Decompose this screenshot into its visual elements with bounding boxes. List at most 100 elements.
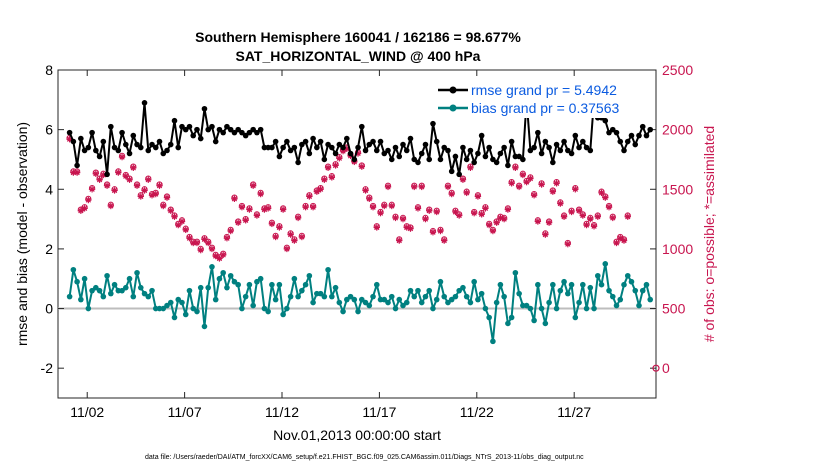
left-y-tick-label: 0 xyxy=(45,301,53,317)
rmse-point xyxy=(276,153,283,160)
rmse-point xyxy=(385,147,391,154)
bias-point xyxy=(66,293,73,300)
obs-assimilated-point xyxy=(257,190,264,198)
obs-assimilated-point xyxy=(96,176,103,183)
legend-bias-marker xyxy=(449,104,457,112)
bias-point xyxy=(291,275,298,282)
obs-assimilated-point xyxy=(583,221,590,229)
bias-point xyxy=(93,284,99,291)
bias-point xyxy=(373,281,380,288)
obs-assimilated-point xyxy=(493,219,500,226)
rmse-point xyxy=(452,153,459,160)
bias-point xyxy=(385,299,391,306)
bias-point xyxy=(531,317,537,324)
rmse-point xyxy=(362,147,369,154)
rmse-point xyxy=(568,150,575,157)
bias-point xyxy=(445,299,451,306)
bias-point xyxy=(272,296,279,303)
bias-point xyxy=(164,302,170,309)
obs-assimilated-point xyxy=(279,206,287,213)
bias-point xyxy=(463,293,470,300)
rmse-point xyxy=(280,144,286,151)
bias-point xyxy=(197,284,204,291)
bias-point xyxy=(512,269,519,276)
rmse-point xyxy=(617,138,624,145)
obs-assimilated-point xyxy=(246,206,253,213)
obs-assimilated-point xyxy=(152,190,159,198)
obs-assimilated-point xyxy=(422,215,429,223)
bias-point xyxy=(317,290,324,297)
rmse-point xyxy=(587,147,594,154)
bias-point xyxy=(407,287,414,294)
bias-point xyxy=(295,293,301,300)
x-tick-label: 11/12 xyxy=(265,404,299,420)
rmse-point xyxy=(89,129,95,136)
bias-series xyxy=(66,261,654,345)
rmse-series xyxy=(66,97,654,178)
bias-point xyxy=(418,299,425,306)
rmse-point xyxy=(557,147,564,154)
rmse-point xyxy=(171,117,178,124)
x-tick-label: 11/22 xyxy=(460,404,494,420)
obs-assimilated-point xyxy=(568,208,575,216)
obs-assimilated-point xyxy=(549,188,557,195)
obs-assimilated-point xyxy=(459,176,467,183)
bias-point xyxy=(557,287,564,294)
bias-point xyxy=(347,293,354,300)
rmse-point xyxy=(235,126,241,133)
rmse-point xyxy=(74,162,80,169)
rmse-point xyxy=(602,117,609,124)
bias-point xyxy=(471,278,477,285)
left-y-axis: -2 0 2 4 6 8 xyxy=(41,62,64,376)
obs-assimilated-point xyxy=(560,213,568,220)
obs-assimilated-point xyxy=(441,237,448,244)
obs-assimilated-point xyxy=(81,205,88,212)
rmse-point xyxy=(220,129,226,136)
bias-point xyxy=(81,275,88,282)
bias-point xyxy=(437,278,444,285)
rmse-point xyxy=(542,138,549,145)
obs-assimilated-point xyxy=(455,212,463,219)
bias-point xyxy=(381,296,388,303)
bias-point xyxy=(171,314,178,321)
rmse-point xyxy=(329,144,335,151)
bias-point xyxy=(516,290,522,297)
bias-point xyxy=(123,284,129,291)
rmse-point xyxy=(396,153,403,160)
rmse-point xyxy=(441,144,448,151)
rmse-point xyxy=(516,153,522,160)
obs-assimilated-point xyxy=(388,202,395,210)
obs-assimilated-point xyxy=(396,237,403,244)
right-y-axis: 0 500 1000 1500 2000 2500 xyxy=(650,62,693,376)
bias-point xyxy=(580,281,586,288)
obs-assimilated-point xyxy=(482,205,489,212)
rmse-point xyxy=(366,141,373,148)
obs-assimilated-point xyxy=(620,237,628,244)
bias-point xyxy=(351,296,358,303)
obs-assimilated-point xyxy=(197,246,204,254)
obs-assimilated-point xyxy=(332,162,339,169)
rmse-point xyxy=(299,141,305,148)
obs-assimilated-point xyxy=(381,202,388,210)
rmse-point xyxy=(224,123,230,130)
obs-assimilated-point xyxy=(208,245,216,253)
bias-point xyxy=(456,287,462,294)
rmse-point xyxy=(93,147,99,154)
bias-point xyxy=(321,293,328,300)
rmse-point xyxy=(70,138,77,145)
obs-assimilated-point xyxy=(366,195,373,203)
rmse-point xyxy=(643,132,650,139)
bias-point xyxy=(358,296,365,303)
rmse-point xyxy=(137,144,144,151)
left-y-tick-label: -2 xyxy=(41,360,54,376)
plot-area xyxy=(57,69,657,399)
rmse-point xyxy=(583,144,590,151)
bias-point xyxy=(246,281,253,288)
obs-assimilated-point xyxy=(231,195,238,203)
bias-point xyxy=(119,287,125,294)
bias-point xyxy=(145,293,152,300)
rmse-point xyxy=(81,147,88,154)
bias-point xyxy=(583,305,590,312)
bias-point xyxy=(284,305,290,312)
